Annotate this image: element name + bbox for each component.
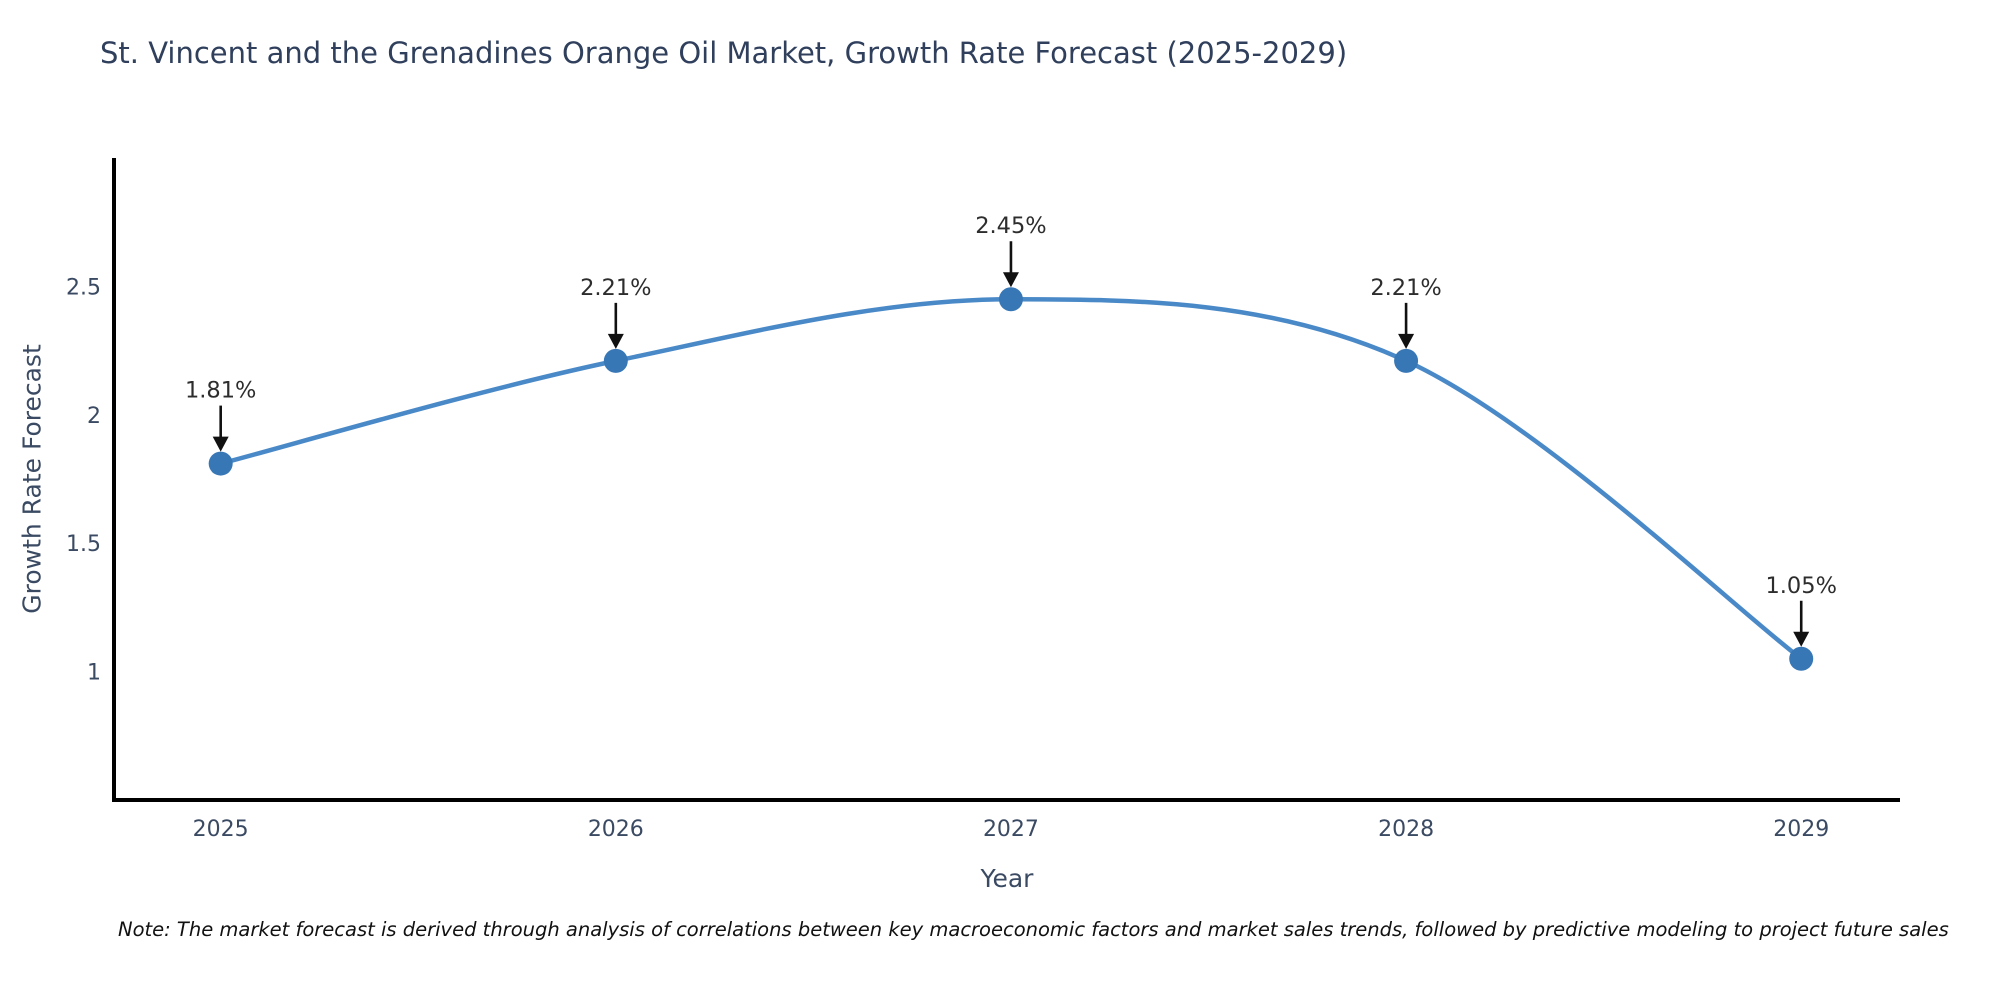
growth-rate-line — [218, 296, 1804, 662]
x-axis-label: Year — [980, 864, 1034, 893]
y-tick-label: 1 — [87, 661, 101, 686]
footnote: Note: The market forecast is derived thr… — [118, 918, 1949, 941]
annotation-arrow-head — [1793, 631, 1810, 647]
x-tick-label: 2026 — [588, 817, 644, 842]
data-point-2026[interactable] — [603, 348, 628, 373]
x-tick-label: 2027 — [983, 817, 1039, 842]
x-tick-label: 2029 — [1773, 817, 1829, 842]
y-tick-label: 2 — [87, 404, 101, 429]
y-tick-label: 1.5 — [66, 532, 101, 557]
data-point-2027[interactable] — [998, 287, 1023, 312]
y-tick-label: 2.5 — [66, 275, 101, 300]
annotation-arrow-head — [1398, 333, 1415, 349]
chart-title: St. Vincent and the Grenadines Orange Oi… — [100, 36, 1348, 70]
x-tick-label: 2025 — [193, 817, 249, 842]
annotation-arrow-head — [607, 333, 624, 349]
data-point-2029[interactable] — [1789, 646, 1814, 671]
point-value-label: 2.21% — [580, 275, 651, 301]
data-point-2025[interactable] — [208, 451, 233, 476]
data-point-2028[interactable] — [1394, 348, 1419, 373]
x-tick-label: 2028 — [1378, 817, 1434, 842]
point-value-label: 1.81% — [185, 378, 256, 404]
y-axis-label: Growth Rate Forecast — [17, 344, 47, 614]
point-value-label: 2.45% — [975, 213, 1046, 239]
annotation-arrow-head — [212, 436, 229, 452]
point-value-label: 2.21% — [1370, 275, 1441, 301]
point-value-label: 1.05% — [1765, 573, 1836, 599]
annotation-arrow-head — [1002, 272, 1019, 288]
